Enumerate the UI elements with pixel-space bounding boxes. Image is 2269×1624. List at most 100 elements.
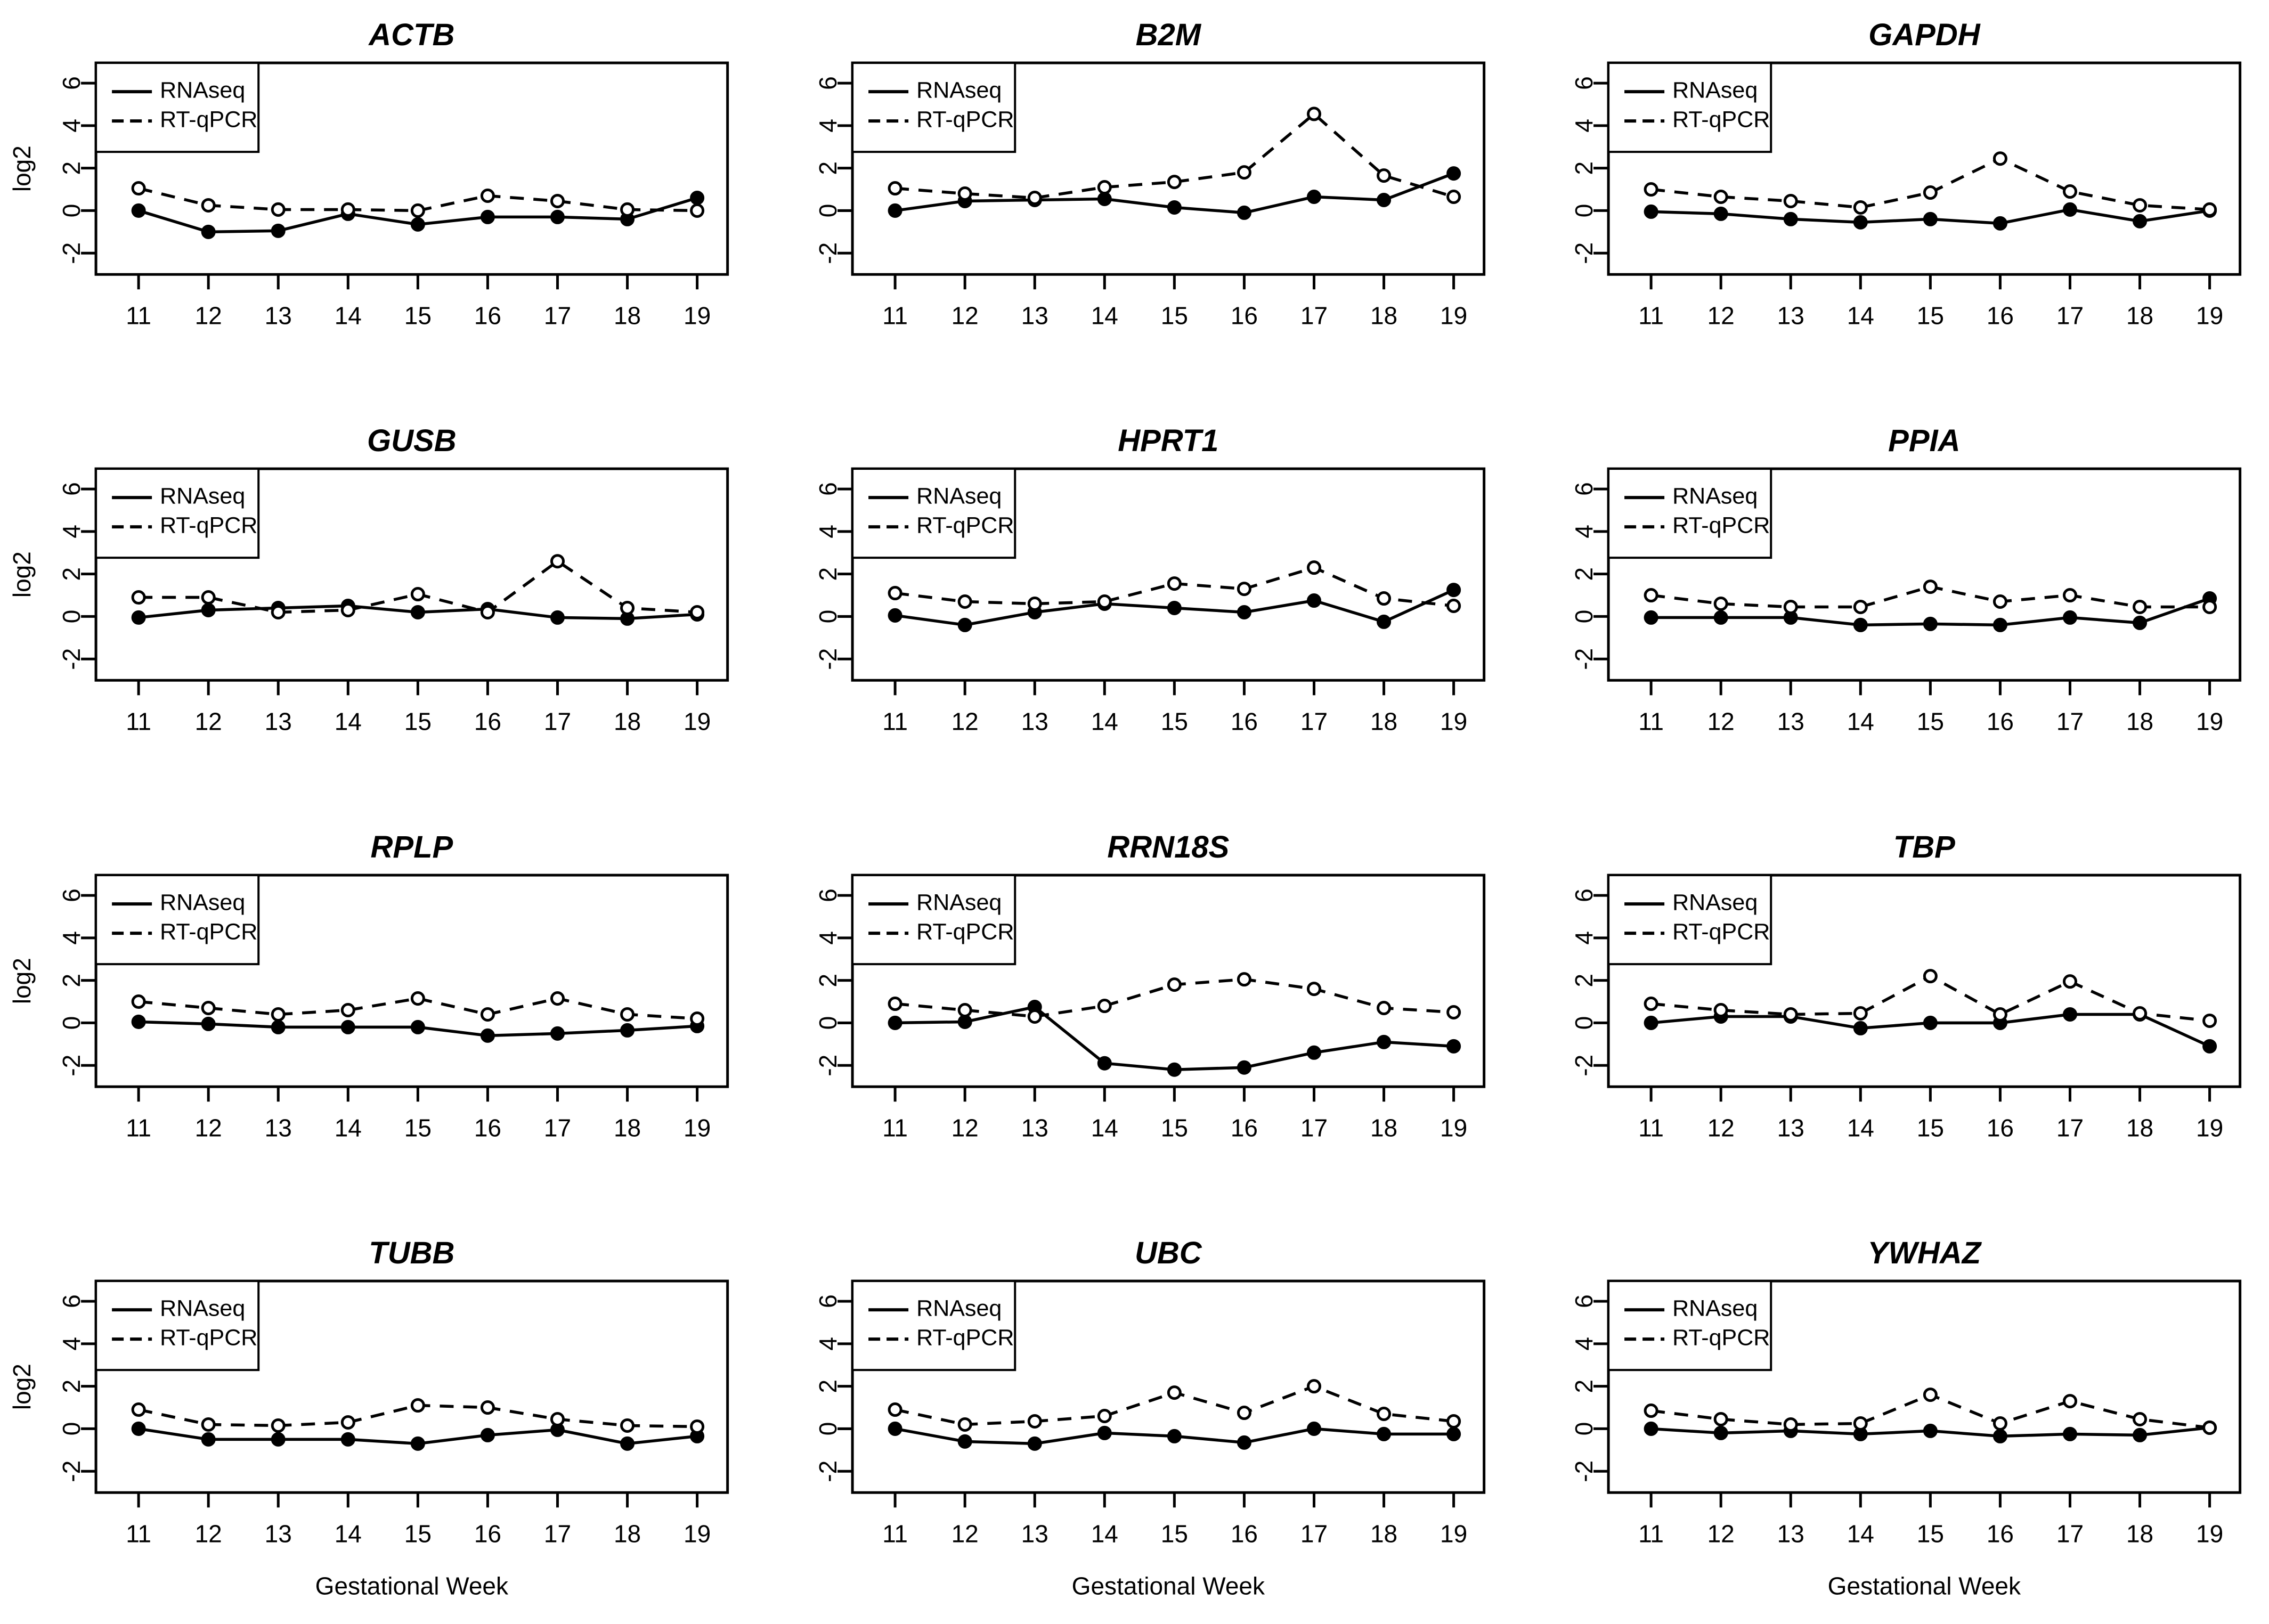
data-point bbox=[1097, 998, 1112, 1013]
x-tick-label: 16 bbox=[474, 1114, 501, 1141]
data-point bbox=[1714, 1002, 1729, 1017]
x-tick-label: 19 bbox=[684, 1520, 711, 1547]
data-point bbox=[550, 209, 565, 224]
data-point bbox=[2202, 1013, 2217, 1028]
data-point bbox=[620, 202, 635, 217]
data-point bbox=[1644, 996, 1658, 1011]
rt-qpcr-series bbox=[131, 554, 705, 620]
data-point bbox=[2202, 1039, 2217, 1054]
x-tick-label: 19 bbox=[684, 708, 711, 736]
data-point bbox=[620, 1418, 635, 1433]
y-tick-label: 6 bbox=[1571, 76, 1598, 90]
data-point bbox=[1446, 1039, 1461, 1054]
data-point bbox=[480, 1427, 495, 1442]
data-point bbox=[1853, 1416, 1868, 1431]
y-tick-label: -2 bbox=[814, 1054, 842, 1076]
chart-canvas: TUBB -2 0 2 4 6 log2 11 12 13 14 15 16 17 18 19 Gestatio… bbox=[8, 1236, 729, 1599]
legend-label-rt-qpcr: RT-qPCR bbox=[916, 107, 1014, 132]
rt-qpcr-line bbox=[139, 559, 697, 614]
x-tick-label: 17 bbox=[2056, 708, 2084, 736]
legend-label-rnaseq: RNAseq bbox=[160, 77, 245, 103]
data-point bbox=[1853, 600, 1868, 615]
y-tick-label: 0 bbox=[1571, 204, 1598, 218]
x-tick-label: 12 bbox=[195, 301, 222, 329]
x-tick-label: 19 bbox=[1440, 301, 1467, 329]
data-point bbox=[1097, 1409, 1112, 1424]
y-tick-label: -2 bbox=[814, 1460, 842, 1482]
data-point bbox=[1853, 200, 1868, 215]
data-point bbox=[1446, 583, 1461, 598]
data-point bbox=[1784, 600, 1799, 615]
chart-canvas: B2M -2 0 2 4 6 11 12 13 14 15 16 17 18 19 RNAseq RT-qPCR bbox=[814, 18, 1485, 329]
chart-title: UBC bbox=[1135, 1236, 1202, 1270]
x-tick-label: 13 bbox=[1777, 708, 1804, 736]
data-point bbox=[271, 1007, 286, 1022]
data-point bbox=[1993, 216, 2008, 231]
x-tick-label: 19 bbox=[684, 301, 711, 329]
y-tick-label: -2 bbox=[58, 648, 85, 670]
data-point bbox=[480, 189, 495, 203]
data-point bbox=[1237, 972, 1251, 986]
y-axis: -2 0 2 4 6 bbox=[814, 1294, 852, 1482]
chart-canvas: ACTB -2 0 2 4 6 log2 11 12 13 14 15 16 17 18 19 RNAseq RT… bbox=[8, 18, 729, 329]
x-axis: 11 12 13 14 15 16 17 18 19 bbox=[1639, 1492, 2224, 1547]
x-tick-label: 14 bbox=[1091, 301, 1118, 329]
chart-canvas: TBP -2 0 2 4 6 11 12 13 14 15 16 17 18 19 RNAseq RT-qPCR bbox=[1571, 830, 2242, 1141]
data-point bbox=[1993, 151, 2008, 166]
y-tick-label: 4 bbox=[58, 1337, 85, 1351]
data-point bbox=[410, 605, 425, 620]
data-point bbox=[201, 224, 216, 239]
rnaseq-series bbox=[1644, 1007, 2217, 1054]
data-point bbox=[1784, 193, 1799, 208]
chart-panel-gapdh: GAPDH -2 0 2 4 6 11 12 13 14 15 16 17 18 19 RNAseq RT-qP… bbox=[1512, 0, 2269, 406]
data-point bbox=[271, 223, 286, 238]
data-point bbox=[131, 1402, 146, 1417]
data-point bbox=[2063, 1394, 2078, 1409]
x-tick-label: 11 bbox=[882, 1114, 908, 1141]
y-tick-label: -2 bbox=[1571, 648, 1598, 670]
x-tick-label: 13 bbox=[1021, 301, 1048, 329]
y-axis-title: log2 bbox=[8, 552, 36, 598]
x-tick-label: 15 bbox=[1160, 1114, 1188, 1141]
data-point bbox=[1446, 1414, 1461, 1429]
legend-label-rnaseq: RNAseq bbox=[160, 484, 245, 509]
data-point bbox=[550, 193, 565, 208]
data-point bbox=[1446, 599, 1461, 614]
data-point bbox=[2133, 600, 2148, 615]
x-axis: 11 12 13 14 15 16 17 18 19 bbox=[126, 1086, 711, 1141]
data-point bbox=[620, 601, 635, 616]
legend-label-rnaseq: RNAseq bbox=[1672, 77, 1758, 103]
rt-qpcr-series bbox=[131, 991, 705, 1026]
data-point bbox=[1784, 1417, 1799, 1432]
rt-qpcr-series bbox=[1644, 1388, 2217, 1435]
data-point bbox=[1644, 1422, 1658, 1437]
x-tick-label: 19 bbox=[1440, 1114, 1467, 1141]
x-tick-label: 11 bbox=[126, 1114, 151, 1141]
x-axis-title: Gestational Week bbox=[1828, 1572, 2021, 1599]
x-tick-label: 12 bbox=[951, 1520, 978, 1547]
y-tick-label: 0 bbox=[58, 1422, 85, 1436]
data-point bbox=[1097, 594, 1112, 609]
legend: RNAseq RT-qPCR bbox=[851, 874, 1016, 965]
legend-box bbox=[1607, 468, 1772, 559]
data-point bbox=[888, 1015, 902, 1030]
chart-canvas: GUSB -2 0 2 4 6 log2 11 12 13 14 15 16 17 18 19 RNAseq RT… bbox=[8, 423, 729, 736]
x-axis: 11 12 13 14 15 16 17 18 19 bbox=[882, 1492, 1467, 1547]
data-point bbox=[1306, 1045, 1321, 1060]
x-tick-label: 14 bbox=[1847, 708, 1874, 736]
data-point bbox=[340, 1002, 355, 1017]
x-tick-label: 11 bbox=[126, 1520, 151, 1547]
x-tick-label: 17 bbox=[1300, 301, 1328, 329]
chart-title: B2M bbox=[1135, 18, 1201, 52]
data-point bbox=[1923, 968, 1938, 983]
x-tick-label: 11 bbox=[126, 301, 151, 329]
legend-label-rnaseq: RNAseq bbox=[916, 1296, 1002, 1321]
data-point bbox=[410, 1398, 425, 1413]
legend-label-rt-qpcr: RT-qPCR bbox=[1672, 107, 1770, 132]
x-tick-label: 12 bbox=[195, 708, 222, 736]
x-tick-label: 17 bbox=[544, 1520, 571, 1547]
chart-title: GUSB bbox=[367, 423, 457, 458]
x-tick-label: 14 bbox=[335, 1520, 362, 1547]
x-axis: 11 12 13 14 15 16 17 18 19 bbox=[1639, 274, 2224, 329]
